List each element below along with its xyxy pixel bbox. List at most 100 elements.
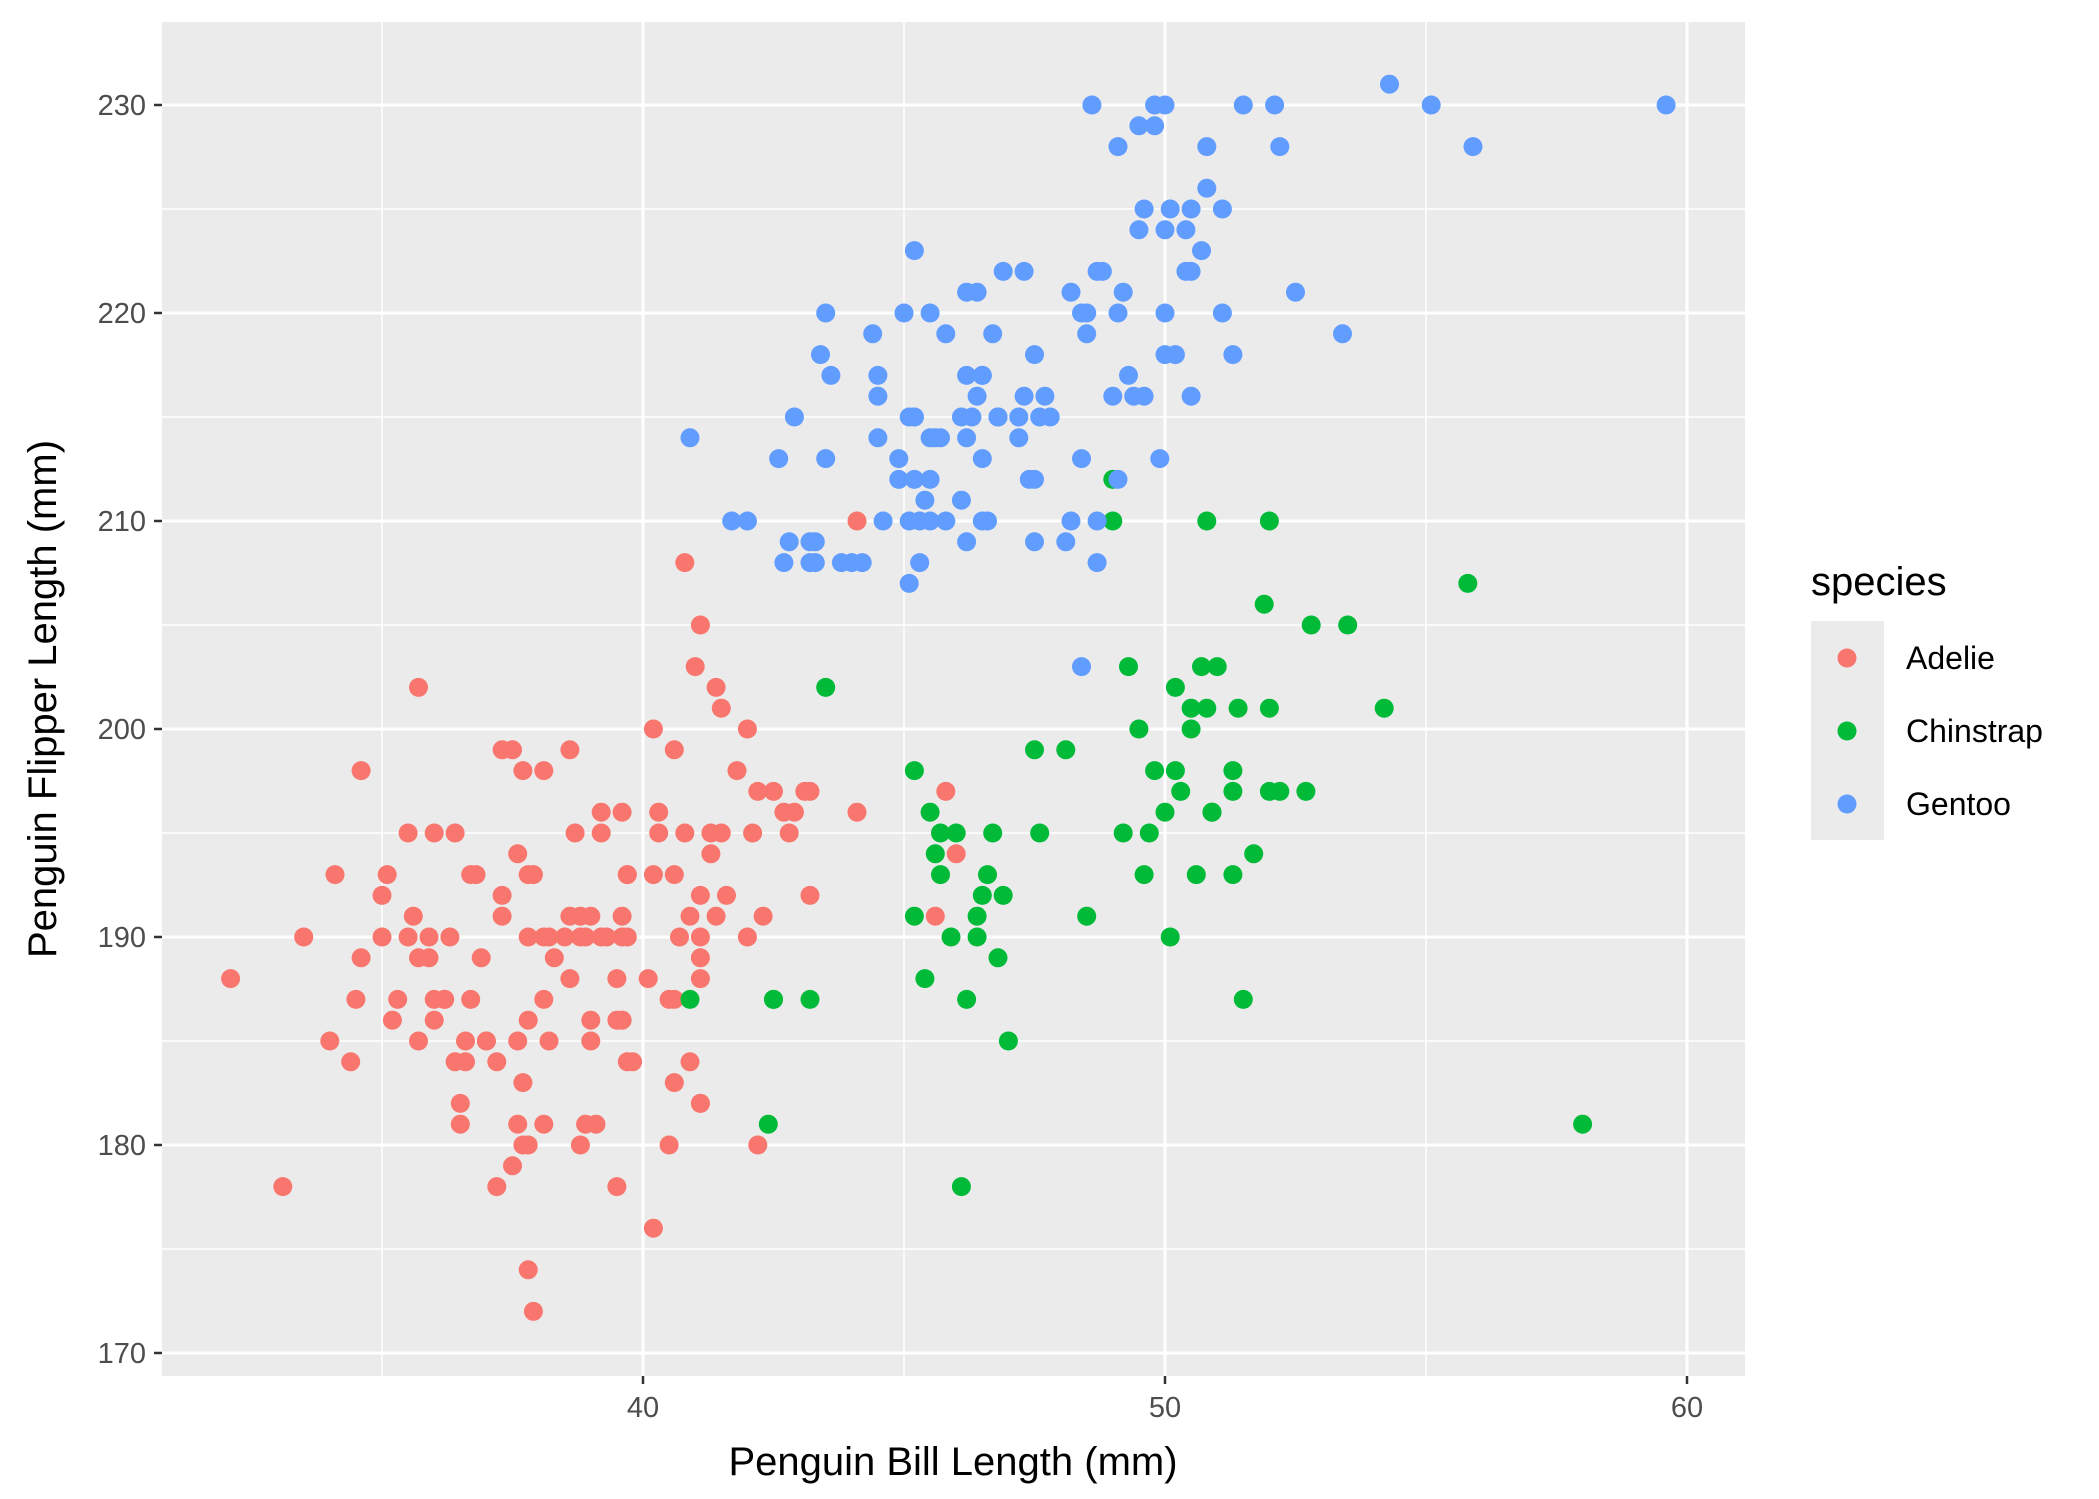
data-point (294, 927, 314, 947)
data-point (1197, 178, 1217, 198)
data-point (701, 844, 721, 864)
data-point (910, 553, 930, 573)
data-point (534, 989, 554, 1009)
data-point (1192, 657, 1211, 677)
data-point (722, 511, 742, 531)
data-point (904, 761, 924, 781)
data-point (868, 365, 888, 385)
data-point (946, 844, 966, 864)
data-point (816, 303, 836, 323)
data-point (925, 906, 945, 926)
data-point (1082, 95, 1102, 115)
data-point (951, 490, 971, 510)
data-point (1139, 823, 1159, 843)
data-point (925, 844, 945, 864)
data-point (1129, 116, 1149, 136)
data-point (852, 553, 872, 573)
data-point (972, 885, 992, 905)
data-point (461, 989, 481, 1009)
data-point (1573, 1114, 1593, 1134)
data-point (821, 365, 841, 385)
data-point (983, 823, 1003, 843)
data-point (591, 823, 611, 843)
data-point (649, 823, 669, 843)
data-point (565, 823, 585, 843)
data-point (1025, 345, 1044, 365)
data-point (748, 781, 768, 801)
data-point (737, 511, 757, 531)
data-point (1223, 761, 1243, 781)
data-point (1421, 95, 1441, 115)
data-point (1165, 761, 1185, 781)
legend-key-adelie (1837, 648, 1857, 668)
data-point (1129, 220, 1149, 240)
data-point (690, 969, 710, 989)
data-point (273, 1177, 293, 1197)
data-point (951, 1177, 971, 1197)
data-point (1259, 511, 1279, 531)
data-point (831, 553, 851, 573)
data-point (372, 927, 392, 947)
data-point (518, 1260, 538, 1280)
data-point (424, 989, 444, 1009)
data-point (1077, 303, 1097, 323)
data-point (706, 906, 726, 926)
data-point (664, 1073, 684, 1093)
data-point (1145, 95, 1165, 115)
data-point (409, 948, 428, 968)
data-point (779, 532, 799, 552)
data-point (492, 885, 512, 905)
data-point (351, 948, 371, 968)
data-point (1181, 719, 1201, 739)
data-point (1244, 844, 1264, 864)
y-tick-label: 180 (98, 1130, 146, 1162)
data-point (1056, 740, 1076, 760)
data-point (1040, 407, 1060, 427)
data-point (419, 927, 439, 947)
data-point (643, 1218, 663, 1238)
legend-key-gentoo (1837, 794, 1857, 814)
data-point (221, 969, 241, 989)
data-point (899, 511, 919, 531)
data-point (1129, 719, 1149, 739)
data-point (915, 490, 935, 510)
data-point (518, 927, 538, 947)
data-point (1212, 303, 1232, 323)
data-point (539, 1031, 559, 1051)
y-tick-label: 170 (98, 1338, 146, 1370)
data-point (795, 781, 815, 801)
y-tick-label: 190 (98, 922, 146, 954)
data-point (466, 865, 486, 885)
data-point (1186, 865, 1206, 885)
data-point (737, 719, 757, 739)
data-point (1165, 345, 1185, 365)
data-point (409, 677, 428, 697)
data-point (487, 1052, 507, 1072)
data-point (1223, 865, 1243, 885)
data-point (581, 1010, 601, 1030)
data-point (1207, 657, 1227, 677)
data-point (1233, 989, 1253, 1009)
data-point (1145, 116, 1165, 136)
data-point (690, 948, 710, 968)
data-point (1270, 137, 1290, 157)
data-point (680, 989, 700, 1009)
data-point (800, 885, 820, 905)
y-axis-title: Penguin Flipper Length (mm) (21, 440, 65, 958)
data-point (377, 865, 397, 885)
data-point (988, 407, 1008, 427)
data-point (779, 823, 799, 843)
data-point (1087, 511, 1107, 531)
data-point (748, 1135, 768, 1155)
data-point (643, 719, 663, 739)
data-point (570, 1135, 590, 1155)
data-point (690, 1093, 710, 1113)
data-point (1155, 802, 1175, 822)
data-point (456, 1052, 475, 1072)
legend-label-gentoo: Gentoo (1906, 786, 2011, 822)
data-point (972, 365, 992, 385)
data-point (1223, 781, 1243, 801)
data-point (492, 906, 512, 926)
data-point (1072, 449, 1091, 469)
